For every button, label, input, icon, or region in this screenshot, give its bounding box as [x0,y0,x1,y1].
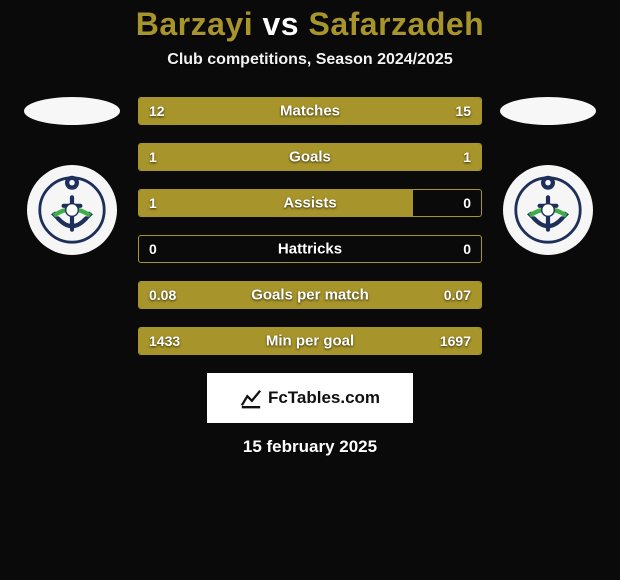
stat-label: Goals [289,149,331,166]
player2-club-badge [503,165,593,255]
stat-value-right: 15 [455,103,471,119]
stat-label: Assists [283,195,336,212]
stat-value-right: 1 [463,149,471,165]
stat-value-right: 0 [463,241,471,257]
page-title: Barzayi vs Safarzadeh [0,6,620,43]
stat-value-left: 1 [149,195,157,211]
stat-row: Goals per match 0.08 0.07 [138,281,482,309]
stat-label: Goals per match [251,287,369,304]
stat-value-left: 0.08 [149,287,176,303]
stat-value-right: 0 [463,195,471,211]
stat-value-left: 1433 [149,333,180,349]
anchor-badge-icon [37,175,107,245]
infographic-container: Barzayi vs Safarzadeh Club competitions,… [0,0,620,580]
player1-club-badge [27,165,117,255]
right-side-column [492,97,604,255]
anchor-badge-icon [513,175,583,245]
player2-name: Safarzadeh [308,6,484,42]
date-text: 15 february 2025 [0,437,620,457]
stat-value-left: 12 [149,103,165,119]
chart-icon [240,387,262,409]
stat-label: Min per goal [266,333,354,350]
stat-fill-left [139,190,413,216]
attribution-badge: FcTables.com [207,373,413,423]
stat-row: Assists 1 0 [138,189,482,217]
player2-photo-placeholder [500,97,596,125]
stat-row: Min per goal 1433 1697 [138,327,482,355]
attribution-text: FcTables.com [268,388,380,408]
stat-value-right: 1697 [440,333,471,349]
stat-row: Goals 1 1 [138,143,482,171]
subtitle: Club competitions, Season 2024/2025 [0,51,620,69]
vs-text: vs [263,6,300,42]
left-side-column [16,97,128,255]
player1-photo-placeholder [24,97,120,125]
stat-row: Hattricks 0 0 [138,235,482,263]
stat-label: Matches [280,103,340,120]
player1-name: Barzayi [136,6,253,42]
stat-row: Matches 12 15 [138,97,482,125]
stat-value-right: 0.07 [444,287,471,303]
main-row: Matches 12 15 Goals 1 1 Assists 1 0 Hattricks 0 0 Go… [0,97,620,355]
stat-value-left: 1 [149,149,157,165]
stat-value-left: 0 [149,241,157,257]
stat-label: Hattricks [278,241,342,258]
stat-bars: Matches 12 15 Goals 1 1 Assists 1 0 Hattricks 0 0 Go… [138,97,482,355]
